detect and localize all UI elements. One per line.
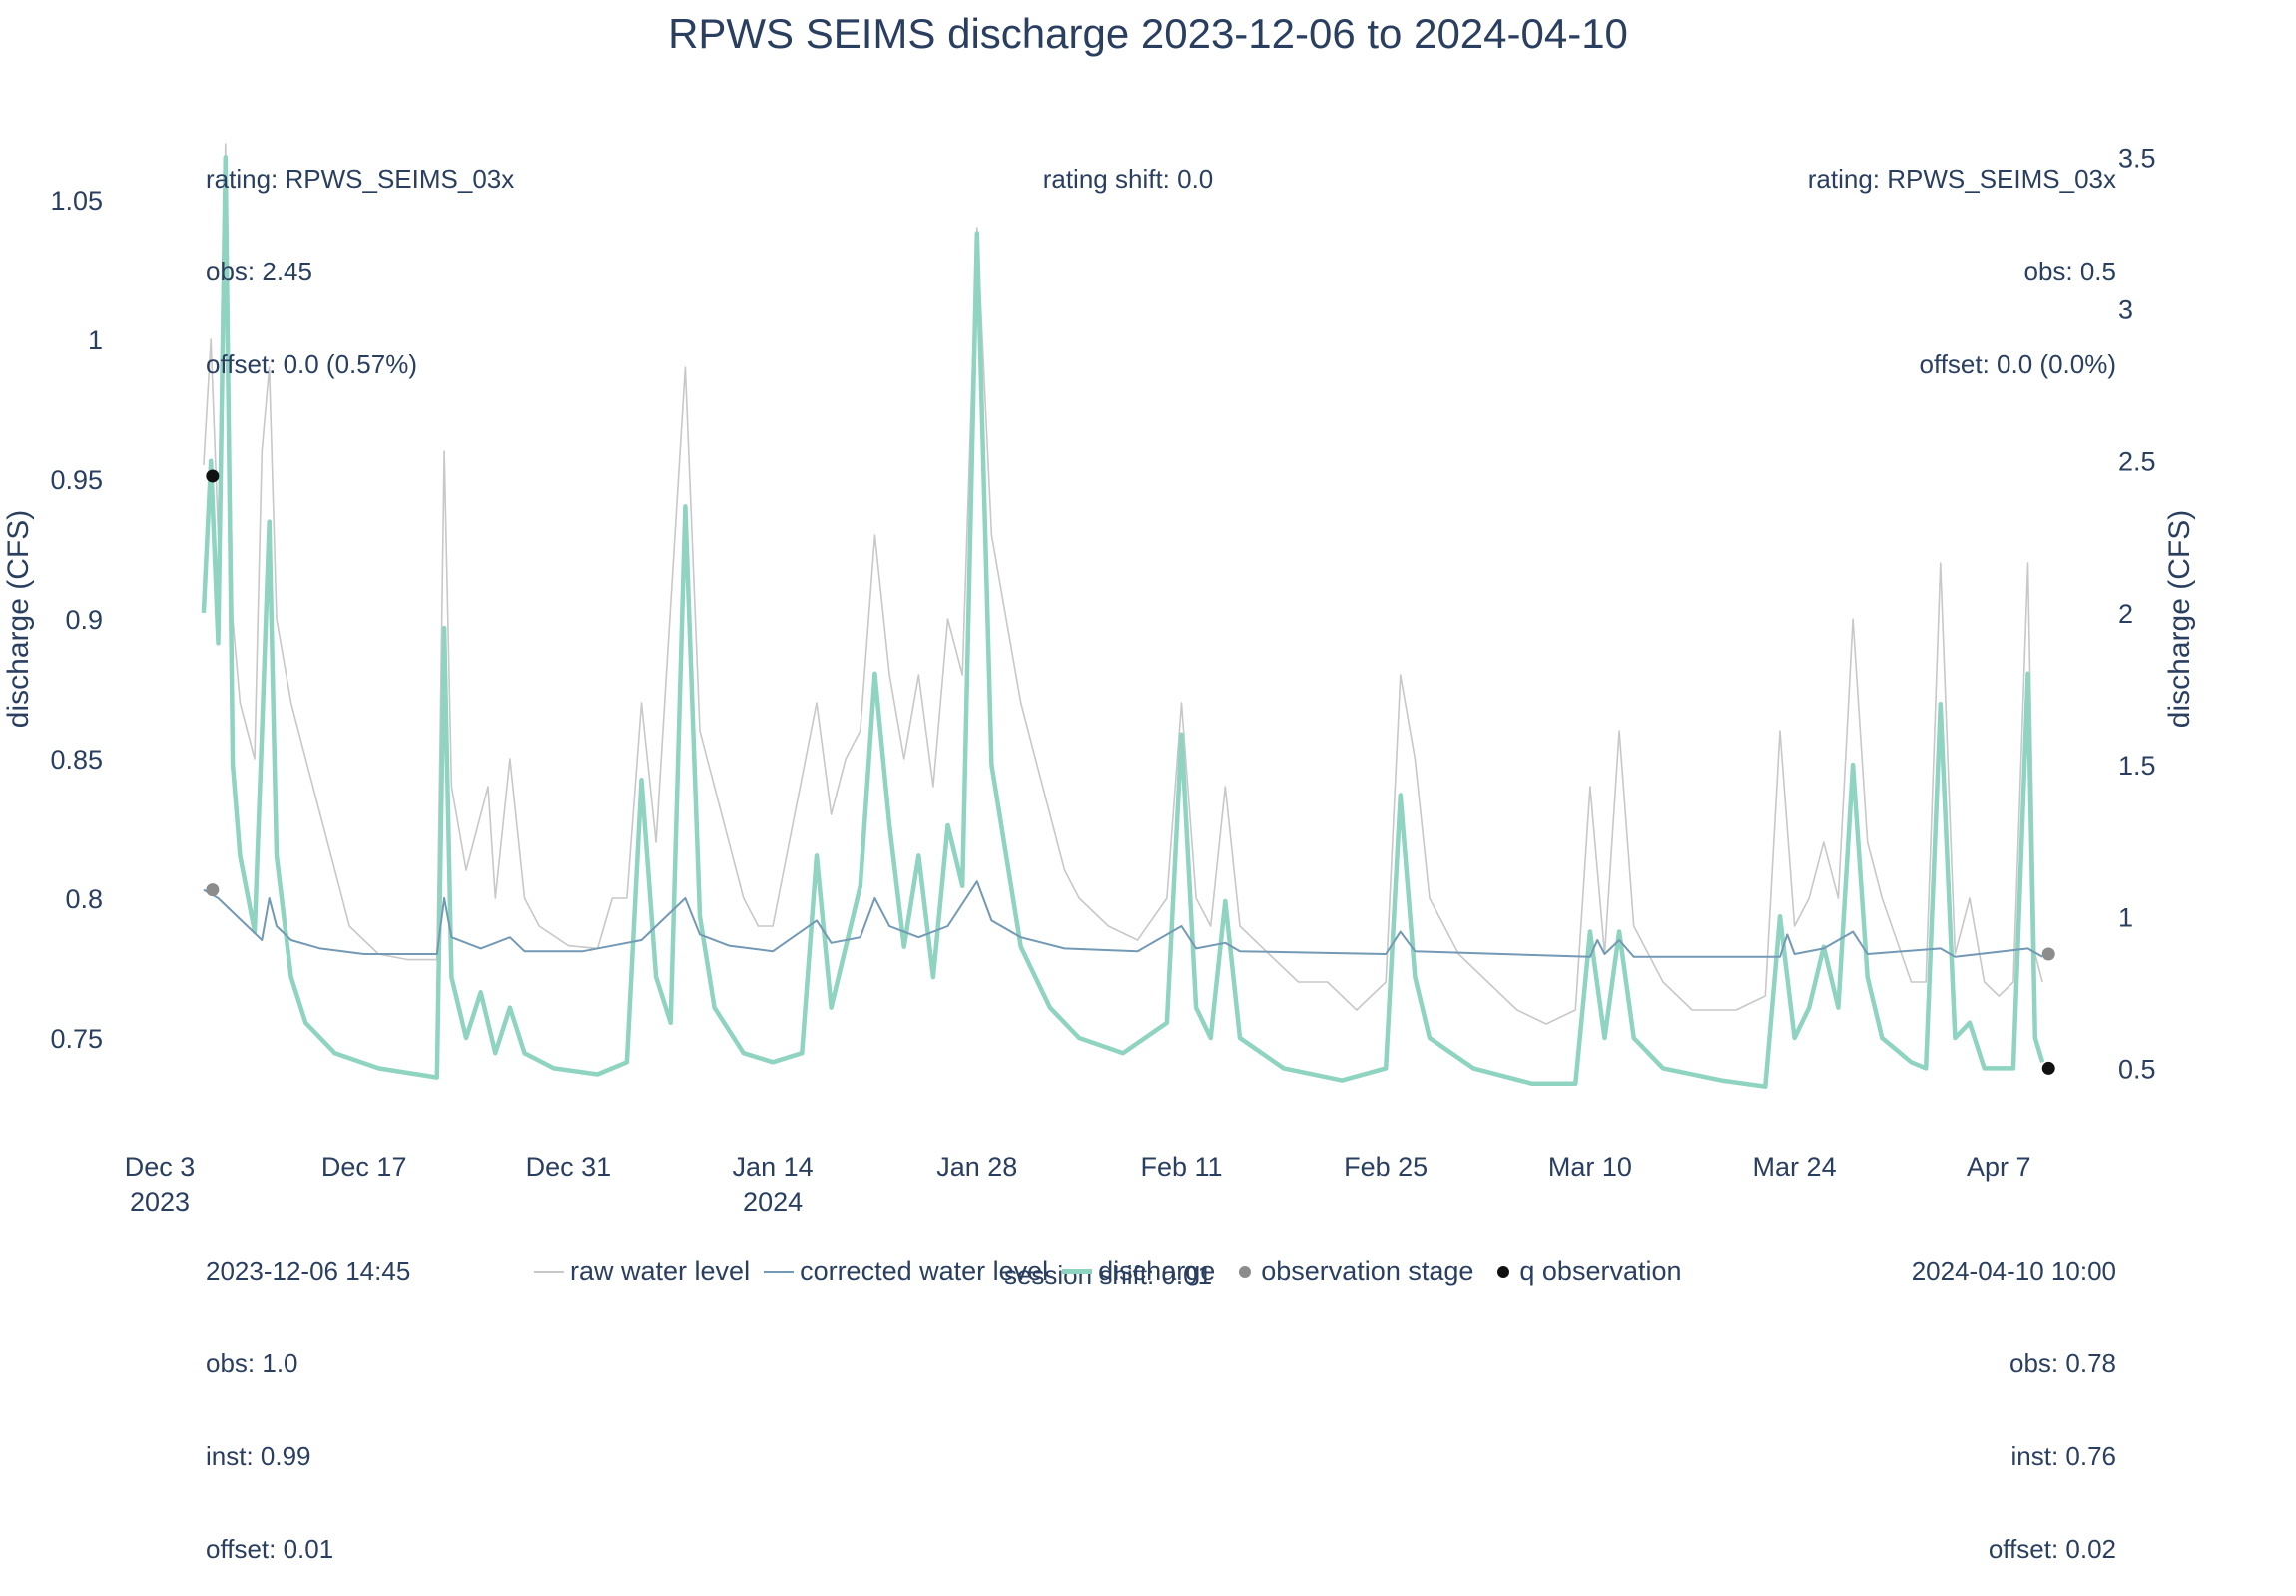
y-tick-label-left: 1 bbox=[88, 325, 103, 355]
y-tick-label-right: 2.5 bbox=[2118, 447, 2156, 477]
x-tick-label: Feb 25 bbox=[1344, 1152, 1428, 1182]
x-tick-label: Jan 14 bbox=[733, 1152, 814, 1182]
legend-dot-icon bbox=[1239, 1265, 1252, 1278]
annotation-line: offset: 0.0 (0.57%) bbox=[206, 349, 417, 379]
annotation-line: offset: 0.02 bbox=[1988, 1534, 2116, 1564]
series-line-discharge bbox=[201, 155, 2045, 1089]
annotation-line: 2024-04-10 10:00 bbox=[1911, 1256, 2116, 1286]
y-tick-label-left: 0.95 bbox=[50, 465, 103, 495]
legend-dot-icon bbox=[1497, 1265, 1510, 1278]
x-axis-ticks: Dec 3 2023 Dec 17 Dec 31 Jan 14 2024 Jan 28 Feb… bbox=[125, 1152, 2031, 1217]
observation-stage-point bbox=[206, 883, 220, 897]
x-tick-label: Mar 10 bbox=[1548, 1152, 1632, 1182]
observation-points bbox=[206, 469, 2055, 1075]
series-line-corrected-water-level bbox=[203, 880, 2043, 958]
legend-label: corrected water level bbox=[800, 1256, 1049, 1286]
annotation-bottom-right: 2024-04-10 10:00 obs: 0.78 inst: 0.76 of… bbox=[1817, 1194, 2116, 1596]
annotation-line: offset: 0.0 (0.0%) bbox=[1919, 349, 2116, 379]
q-observation-point bbox=[206, 469, 220, 483]
y-tick-label-right: 3 bbox=[2118, 295, 2133, 325]
annotation-top-left: rating: RPWS_SEIMS_03x obs: 2.45 offset:… bbox=[206, 102, 514, 411]
annotation-line: obs: 0.78 bbox=[2009, 1348, 2116, 1378]
x-tick-label: Feb 11 bbox=[1140, 1152, 1222, 1182]
y-axis-left-label: discharge (CFS) bbox=[2, 510, 35, 728]
x-tick-label: Dec 17 bbox=[321, 1152, 407, 1182]
annotation-top-center: rating shift: 0.0 bbox=[998, 102, 1258, 226]
annotation-line: rating: RPWS_SEIMS_03x bbox=[206, 164, 515, 194]
y-tick-label-right: 1 bbox=[2118, 902, 2133, 932]
legend-label: discharge bbox=[1098, 1256, 1216, 1286]
legend-item-raw-water-level[interactable]: raw water level bbox=[534, 1256, 750, 1287]
annotation-line: 2023-12-06 14:45 bbox=[206, 1256, 411, 1286]
series-line-raw-water-level bbox=[203, 143, 2043, 1025]
y-axis-right-label: discharge (CFS) bbox=[2163, 510, 2196, 728]
annotation-line: inst: 0.99 bbox=[206, 1441, 311, 1471]
x-tick-label: Apr 7 bbox=[1967, 1152, 2031, 1182]
legend-item-discharge[interactable]: discharge bbox=[1062, 1256, 1215, 1287]
y-axis-right-ticks: 0.5 1 1.5 2 2.5 3 3.5 bbox=[2118, 143, 2156, 1084]
y-tick-label-right: 3.5 bbox=[2118, 143, 2156, 173]
legend-label: observation stage bbox=[1261, 1256, 1474, 1286]
observation-stage-point bbox=[2041, 947, 2055, 961]
y-axis-left-ticks: 0.75 0.8 0.85 0.9 0.95 1 1.05 bbox=[50, 186, 103, 1054]
x-tick-label: Mar 24 bbox=[1753, 1152, 1837, 1182]
y-tick-label-right: 0.5 bbox=[2118, 1054, 2156, 1084]
y-tick-label-left: 0.75 bbox=[50, 1024, 103, 1054]
y-tick-label-left: 0.85 bbox=[50, 745, 103, 775]
annotation-line: obs: 0.5 bbox=[2023, 257, 2116, 286]
discharge-chart: RPWS SEIMS discharge 2023-12-06 to 2024-… bbox=[2, 10, 2196, 1217]
plot-area bbox=[201, 143, 2045, 1089]
annotation-line: inst: 0.76 bbox=[2010, 1441, 2116, 1471]
chart-title: RPWS SEIMS discharge 2023-12-06 to 2024-… bbox=[668, 10, 1628, 57]
legend: raw water level corrected water level di… bbox=[534, 1256, 1696, 1287]
annotation-bottom-center: session shift: 0.01 bbox=[958, 1198, 1258, 1322]
legend-line-icon bbox=[1062, 1269, 1093, 1274]
x-tick-label: Dec 31 bbox=[526, 1152, 612, 1182]
y-tick-label-left: 1.05 bbox=[50, 186, 103, 216]
annotation-line: offset: 0.01 bbox=[206, 1534, 334, 1564]
legend-label: raw water level bbox=[570, 1256, 751, 1286]
y-tick-label-right: 2 bbox=[2118, 599, 2133, 629]
legend-label: q observation bbox=[1519, 1256, 1682, 1286]
legend-line-icon bbox=[534, 1270, 564, 1273]
legend-line-icon bbox=[764, 1270, 795, 1273]
legend-item-corrected-water-level[interactable]: corrected water level bbox=[764, 1256, 1048, 1287]
annotation-line: obs: 1.0 bbox=[206, 1348, 298, 1378]
legend-item-observation-stage[interactable]: observation stage bbox=[1229, 1256, 1473, 1287]
y-tick-label-left: 0.8 bbox=[65, 884, 103, 914]
annotation-line: session shift: 0.01 bbox=[1003, 1260, 1213, 1290]
y-tick-label-right: 1.5 bbox=[2118, 751, 2156, 781]
x-tick-sublabel: 2024 bbox=[743, 1187, 803, 1217]
x-tick-label: Jan 28 bbox=[936, 1152, 1017, 1182]
annotation-top-right: rating: RPWS_SEIMS_03x obs: 0.5 offset: … bbox=[1657, 102, 2116, 411]
legend-item-q-observation[interactable]: q observation bbox=[1487, 1256, 1682, 1287]
annotation-line: obs: 2.45 bbox=[206, 257, 312, 286]
y-tick-label-left: 0.9 bbox=[65, 605, 103, 635]
annotation-bottom-left: 2023-12-06 14:45 obs: 1.0 inst: 0.99 off… bbox=[206, 1194, 410, 1596]
annotation-line: rating: RPWS_SEIMS_03x bbox=[1807, 164, 2116, 194]
x-tick-sublabel: 2023 bbox=[130, 1187, 190, 1217]
x-tick-label: Dec 3 bbox=[125, 1152, 196, 1182]
q-observation-point bbox=[2041, 1061, 2055, 1075]
annotation-line: rating shift: 0.0 bbox=[1042, 164, 1214, 194]
